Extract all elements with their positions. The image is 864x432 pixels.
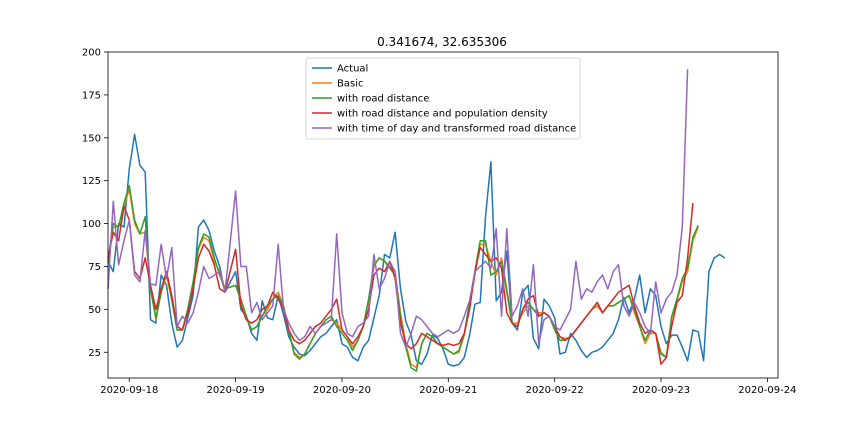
- y-tick-label: 50: [88, 305, 101, 316]
- series-line-5: [107, 69, 689, 348]
- plot-frame: [107, 51, 779, 379]
- x-tick-label: 2020-09-21: [419, 385, 477, 396]
- y-tick-label: 125: [82, 176, 101, 187]
- y-tick-label: 75: [88, 262, 101, 273]
- legend-label: with road distance: [337, 94, 429, 105]
- y-tick-label: 150: [82, 133, 101, 144]
- y-tick-label: 200: [82, 48, 101, 59]
- legend-label: Actual: [337, 64, 368, 75]
- legend-label: with road distance and population densit…: [337, 109, 548, 120]
- x-tick-label: 2020-09-23: [632, 385, 690, 396]
- y-tick-label: 175: [82, 90, 101, 101]
- chart-title: 0.341674, 32.635306: [377, 35, 507, 49]
- series-lines: [107, 69, 726, 372]
- legend-box: [305, 57, 581, 140]
- x-tick-label: 2020-09-20: [313, 385, 371, 396]
- axes: 25 50 75 100 125 150 175 200 2020-09-18 2020-09-1…: [82, 48, 797, 397]
- legend-label: with time of day and transformed road di…: [337, 124, 576, 135]
- x-tick-label: 2020-09-19: [207, 385, 265, 396]
- legend-label: Basic: [337, 79, 363, 90]
- x-tick-label: 2020-09-18: [100, 385, 158, 396]
- series-line-4: [107, 202, 694, 366]
- x-tick-label: 2020-09-22: [526, 385, 584, 396]
- y-tick-label: 100: [82, 219, 101, 230]
- y-tick-label: 25: [88, 348, 101, 359]
- x-tick-label: 2020-09-24: [738, 385, 796, 396]
- legend: Actual Basic with road distance with road d…: [305, 57, 581, 140]
